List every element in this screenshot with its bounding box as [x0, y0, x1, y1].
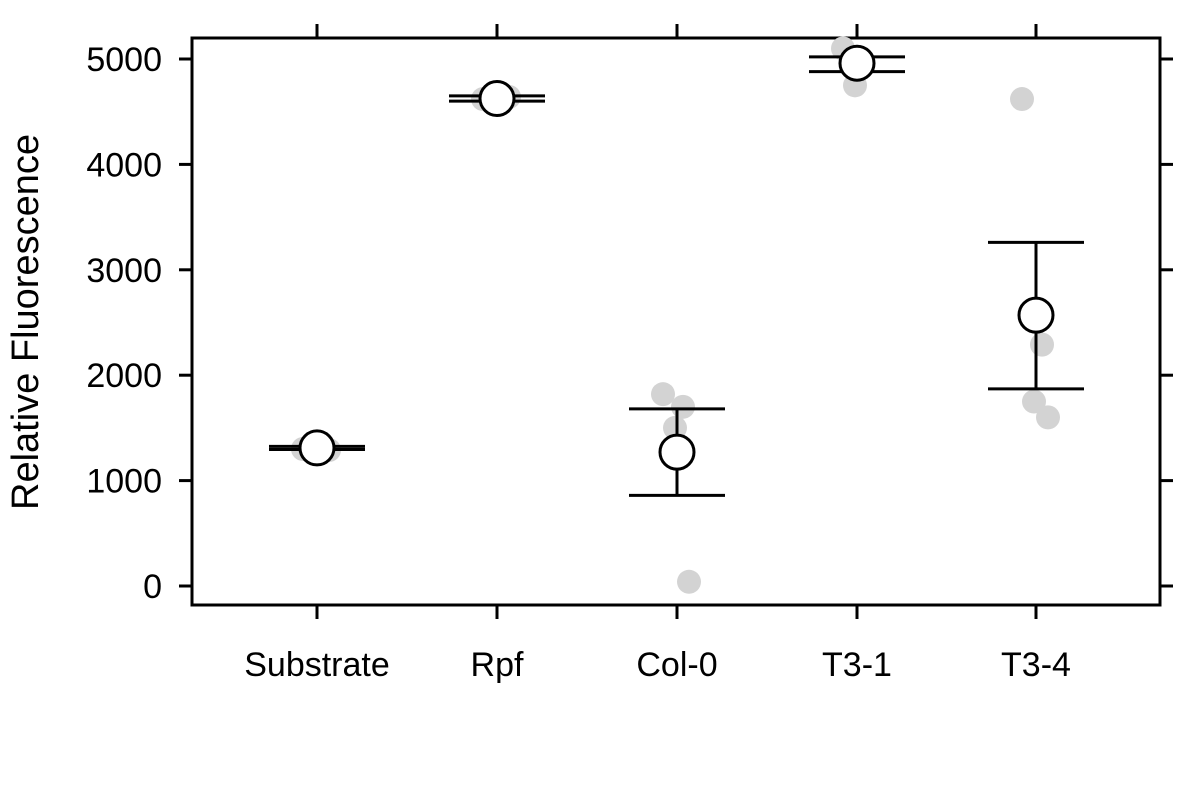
x-axis: Substrate Rpf Col-0 T3-1 T3-4	[244, 24, 1071, 684]
error-bars-layer	[269, 55, 1084, 497]
mean-markers-layer	[298, 44, 1055, 471]
y-tick-label: 0	[143, 568, 162, 606]
mean-marker	[838, 44, 876, 82]
mean-marker	[478, 80, 516, 118]
y-tick-label: 2000	[86, 357, 162, 395]
raw-points-layer	[291, 36, 1060, 594]
raw-point	[1022, 389, 1046, 414]
x-tick-label: Rpf	[471, 646, 524, 684]
y-tick-label: 5000	[86, 41, 162, 79]
plot-frame	[190, 36, 1162, 607]
mean-marker	[1017, 296, 1055, 334]
raw-point	[651, 382, 675, 407]
raw-point	[663, 415, 687, 440]
y-tick-label: 1000	[86, 463, 162, 501]
raw-point	[677, 569, 701, 594]
y-tick-label: 4000	[86, 146, 162, 184]
raw-point	[1036, 405, 1060, 430]
x-tick-label: T3-1	[822, 646, 892, 684]
y-axis-label: Relative Fluorescence	[5, 134, 47, 510]
x-tick-label: Substrate	[244, 646, 390, 684]
x-tick-label: Col-0	[636, 646, 717, 684]
mean-marker	[298, 429, 336, 467]
x-tick-label: T3-4	[1001, 646, 1071, 684]
y-axis: 0 1000 2000 3000 4000 5000	[86, 41, 1173, 606]
y-tick-label: 3000	[86, 252, 162, 290]
mean-marker	[658, 433, 696, 471]
raw-point	[671, 394, 695, 419]
raw-point	[1010, 87, 1034, 112]
raw-point	[1030, 332, 1054, 357]
